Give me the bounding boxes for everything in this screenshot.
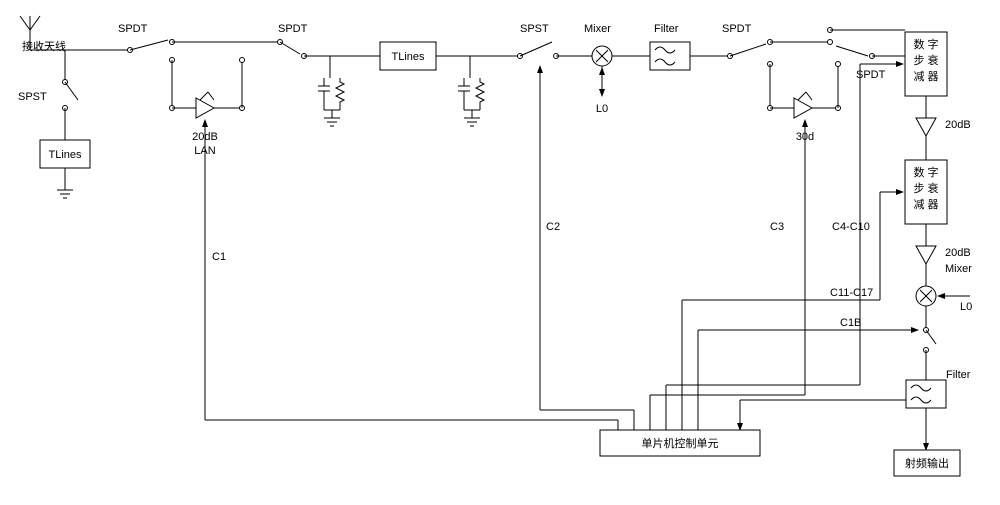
tlines-center-box: TLines <box>380 42 436 70</box>
rc-gnd-1 <box>318 56 344 126</box>
rx-antenna: 接收天线 <box>20 16 66 53</box>
svg-text:Filter: Filter <box>654 23 679 35</box>
rc-gnd-2 <box>458 56 484 126</box>
svg-text:Filter: Filter <box>946 369 971 381</box>
svg-text:20dB: 20dB <box>945 119 971 131</box>
svg-text:单片机控制单元: 单片机控制单元 <box>642 436 719 450</box>
svg-text:步 衰: 步 衰 <box>913 181 938 195</box>
step-atten-2: 数 字 步 衰 减 器 <box>905 160 947 224</box>
spdt-4: SPDT <box>828 40 906 82</box>
svg-text:Mixer: Mixer <box>584 23 611 35</box>
svg-text:减 器: 减 器 <box>913 198 938 211</box>
svg-text:C1: C1 <box>212 251 226 263</box>
c2-line: C2 <box>540 66 634 430</box>
filter-top: Filter <box>650 23 690 70</box>
amp-30d: 30d <box>768 64 841 143</box>
mixer-top: Mixer L0 <box>584 23 612 115</box>
svg-text:步 衰: 步 衰 <box>913 53 938 67</box>
spdt-3: SPDT <box>722 23 830 108</box>
c4-line: C4-C10 <box>666 64 903 430</box>
spst-center: SPST <box>518 23 593 59</box>
step-atten-1: 数 字 步 衰 减 器 <box>905 32 947 96</box>
svg-text:C1B: C1B <box>840 317 861 329</box>
svg-text:SPDT: SPDT <box>278 23 308 35</box>
svg-text:SPST: SPST <box>18 91 47 103</box>
svg-text:C2: C2 <box>546 221 560 233</box>
svg-text:SPST: SPST <box>520 23 549 35</box>
amp-down-1: 20dB <box>916 118 971 136</box>
rx-antenna-label: 接收天线 <box>22 39 66 53</box>
mcu-box: 单片机控制单元 <box>600 430 760 456</box>
spdt-2: SPDT <box>240 23 331 63</box>
svg-text:数 字: 数 字 <box>913 165 938 179</box>
svg-text:C4-C10: C4-C10 <box>832 221 870 233</box>
svg-text:C11-C17: C11-C17 <box>830 287 873 299</box>
svg-text:射频输出: 射频输出 <box>905 456 949 470</box>
svg-text:减 器: 减 器 <box>913 70 938 83</box>
spdt-1: SPDT <box>118 23 280 108</box>
c3-line: C3 <box>650 120 805 430</box>
mixer-right: L0 <box>916 286 972 313</box>
c1B-line: C1B <box>698 317 918 430</box>
svg-text:SPDT: SPDT <box>118 23 148 35</box>
svg-text:数 字: 数 字 <box>913 37 938 51</box>
lan-amp: 20dB LAN <box>170 60 245 157</box>
svg-text:TLines: TLines <box>391 51 425 63</box>
spst-antenna: SPST <box>18 50 78 140</box>
c1-line: C1 <box>205 120 618 430</box>
svg-text:L0: L0 <box>960 301 972 313</box>
svg-text:SPDT: SPDT <box>722 23 752 35</box>
svg-text:20dB: 20dB <box>945 247 971 259</box>
svg-text:Mixer: Mixer <box>945 263 972 275</box>
amp-down-2: 20dB Mixer <box>916 246 972 275</box>
svg-text:C3: C3 <box>770 221 784 233</box>
tlines-left-box: TLines <box>40 140 90 198</box>
svg-text:L0: L0 <box>596 103 608 115</box>
svg-text:TLines: TLines <box>48 149 82 161</box>
filter-right: Filter <box>906 369 971 408</box>
rf-out-box: 射频输出 <box>894 450 960 476</box>
